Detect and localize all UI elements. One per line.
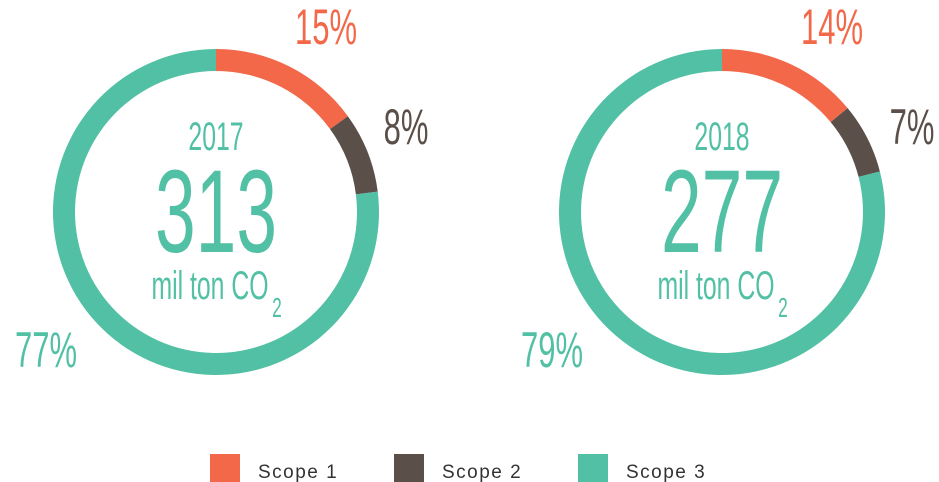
center-unit-group: mil ton CO [151, 264, 268, 308]
center-unit-subscript-group: 2 [272, 292, 282, 323]
donut-segment [830, 108, 880, 177]
center-total-group: 277 [661, 145, 783, 277]
center-unit: mil ton CO [657, 264, 774, 308]
value-label: 14% [801, 0, 863, 55]
value-label-group: 15% [295, 0, 357, 55]
center-unit-subscript-group: 2 [778, 292, 788, 323]
value-label-group: 77% [15, 321, 77, 377]
center-year-group: 2018 [694, 115, 749, 159]
donut-segment [216, 49, 348, 130]
legend-label: Scope 2 [442, 462, 522, 482]
legend-label: Scope 1 [258, 462, 338, 482]
center-year: 2017 [188, 115, 243, 159]
center-total: 313 [155, 145, 277, 277]
center-year-group: 2017 [188, 115, 243, 159]
value-label-group: 79% [521, 321, 583, 377]
center-total: 277 [661, 145, 783, 277]
legend-swatch [210, 454, 240, 482]
donut-segment [330, 116, 378, 195]
donut-segment [722, 49, 848, 123]
center-year: 2018 [694, 115, 749, 159]
value-label-group: 7% [890, 98, 935, 154]
value-label: 77% [15, 321, 77, 377]
center-unit: mil ton CO [151, 264, 268, 308]
legend-swatch [578, 454, 608, 482]
legend-swatch [394, 454, 424, 482]
legend-label: Scope 3 [626, 462, 706, 482]
value-label: 79% [521, 321, 583, 377]
center-unit-subscript: 2 [272, 292, 282, 323]
value-label: 8% [384, 98, 429, 154]
value-label-group: 8% [384, 98, 429, 154]
value-label: 7% [890, 98, 935, 154]
value-label: 15% [295, 0, 357, 55]
center-unit-subscript: 2 [778, 292, 788, 323]
center-unit-group: mil ton CO [657, 264, 774, 308]
center-total-group: 313 [155, 145, 277, 277]
value-label-group: 14% [801, 0, 863, 55]
